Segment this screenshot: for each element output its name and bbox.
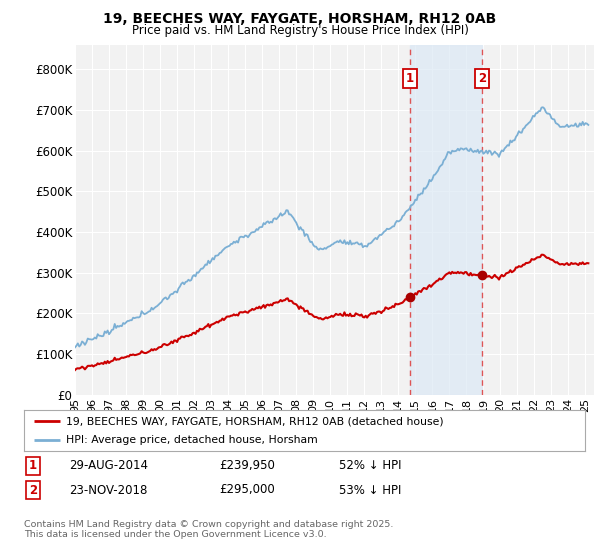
Text: 2: 2 — [29, 483, 37, 497]
Text: 1: 1 — [406, 72, 413, 85]
Bar — [410, 45, 482, 395]
Text: Price paid vs. HM Land Registry's House Price Index (HPI): Price paid vs. HM Land Registry's House … — [131, 24, 469, 37]
Text: £295,000: £295,000 — [219, 483, 275, 497]
Text: £239,950: £239,950 — [219, 459, 275, 473]
Text: 2: 2 — [478, 72, 486, 85]
Text: 29-AUG-2014: 29-AUG-2014 — [69, 459, 148, 473]
Text: 19, BEECHES WAY, FAYGATE, HORSHAM, RH12 0AB: 19, BEECHES WAY, FAYGATE, HORSHAM, RH12 … — [103, 12, 497, 26]
Text: 52% ↓ HPI: 52% ↓ HPI — [339, 459, 401, 473]
Text: Contains HM Land Registry data © Crown copyright and database right 2025.
This d: Contains HM Land Registry data © Crown c… — [24, 520, 394, 539]
Text: HPI: Average price, detached house, Horsham: HPI: Average price, detached house, Hors… — [66, 435, 318, 445]
Text: 23-NOV-2018: 23-NOV-2018 — [69, 483, 148, 497]
Text: 53% ↓ HPI: 53% ↓ HPI — [339, 483, 401, 497]
Text: 1: 1 — [29, 459, 37, 473]
Text: 19, BEECHES WAY, FAYGATE, HORSHAM, RH12 0AB (detached house): 19, BEECHES WAY, FAYGATE, HORSHAM, RH12 … — [66, 417, 444, 426]
